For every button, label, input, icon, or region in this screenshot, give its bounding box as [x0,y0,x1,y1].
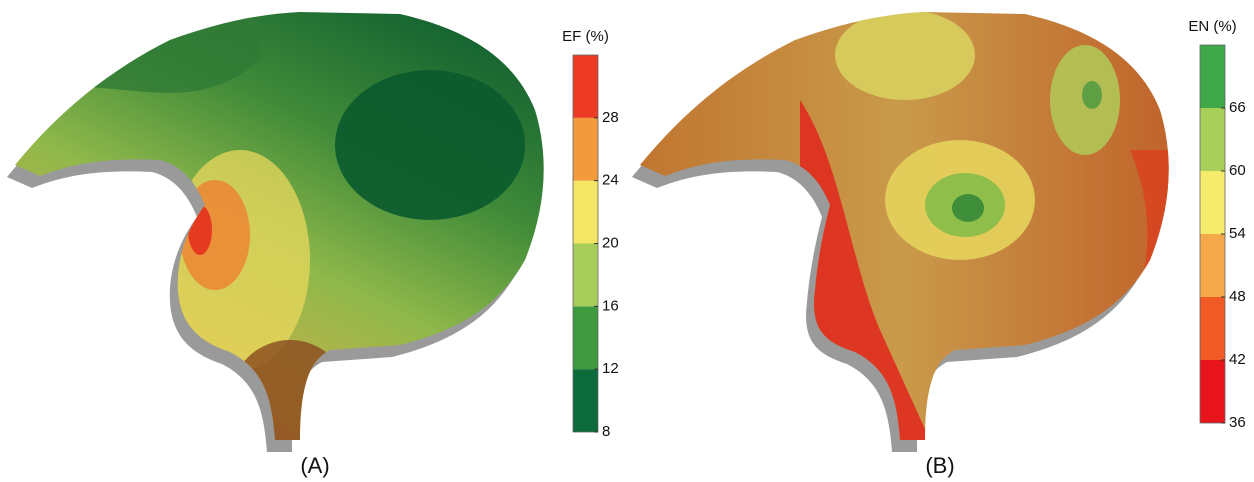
colorbar-tick-label: 24 [602,172,619,189]
colorbar-segment [573,244,598,307]
colorbar-tick-label: 36 [1229,414,1246,431]
figure: (A) EF (%) 8 12 16 20 24 28 (B) EN (%) 36 42 48 54 60 6… [0,0,1254,482]
colorbar-segment [1200,108,1225,171]
colorbar-tick-label: 42 [1229,351,1246,368]
colorbar-title: EN (%) [1188,18,1236,35]
colorbar-segment [573,369,598,432]
colorbar-tick-label: 8 [602,423,610,440]
colorbar-segment [573,118,598,181]
colorbar-segment [1200,171,1225,234]
colorbar-tick-label: 12 [602,360,619,377]
colorbar-segment [573,306,598,369]
colorbar-tick-label: 20 [602,234,619,251]
colorbar-tick-label: 28 [602,109,619,126]
colorbar-segment [573,55,598,118]
panel-label: (A) [300,453,329,478]
map-a [0,0,560,460]
colorbar-segment [1200,234,1225,297]
colorbar-segment [573,181,598,244]
colorbar-segment [1200,360,1225,423]
map-b [620,0,1180,452]
panel-label: (B) [925,453,954,478]
colorbar-title: EF (%) [562,28,609,45]
colorbar-tick-label: 66 [1229,99,1246,116]
colorbar-segment [1200,45,1225,108]
colorbar-tick-label: 16 [602,297,619,314]
colorbar-tick-label: 54 [1229,225,1246,242]
colorbar-segment [1200,297,1225,360]
colorbar-tick-label: 48 [1229,288,1246,305]
colorbar-tick-label: 60 [1229,162,1246,179]
